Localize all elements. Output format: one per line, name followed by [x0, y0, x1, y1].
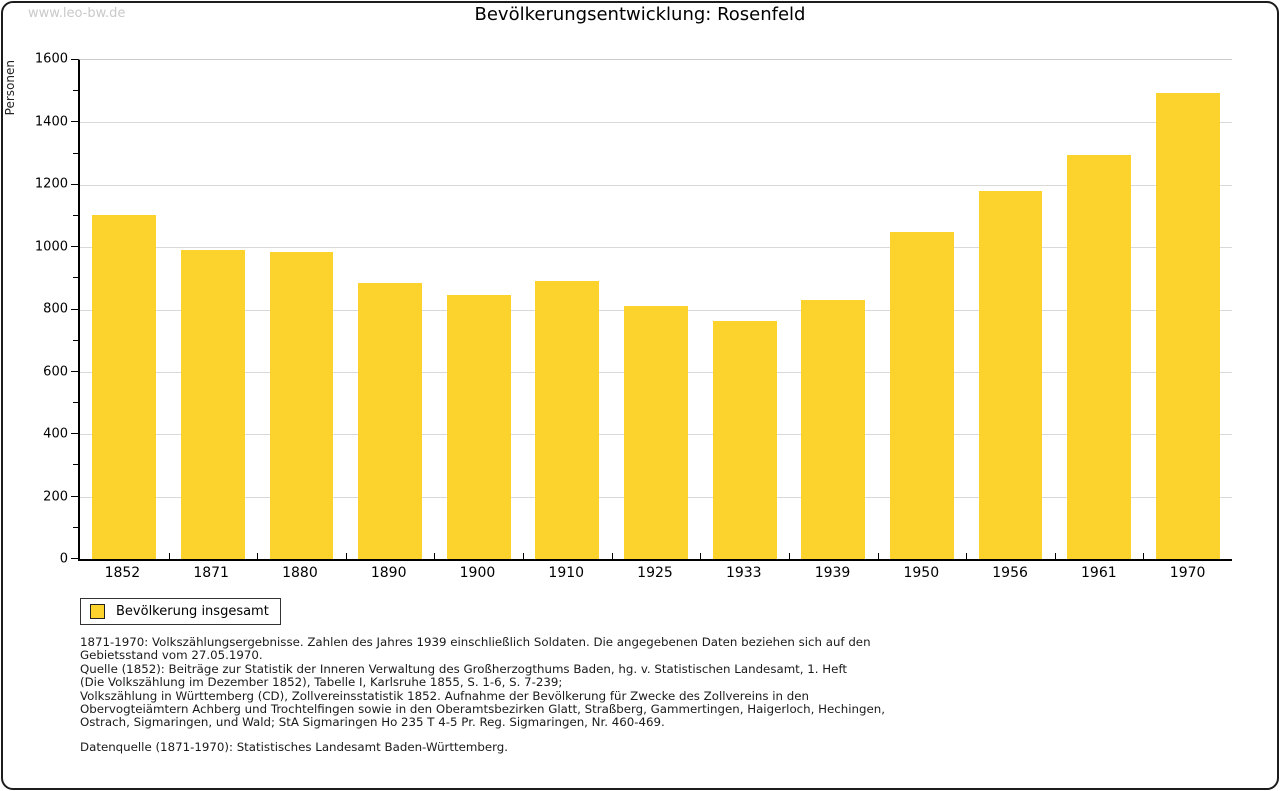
footnotes: 1871-1970: Volkszählungsergebnisse. Zahl… [80, 635, 885, 730]
x-tick-label: 1939 [814, 565, 851, 581]
y-tick-label: 1600 [34, 51, 68, 67]
y-major-tick [71, 308, 78, 310]
x-boundary-tick [788, 553, 790, 559]
x-tick-label: 1950 [903, 565, 940, 581]
legend: Bevölkerung insgesamt [80, 598, 281, 625]
x-boundary-tick [1054, 553, 1056, 559]
x-tick-label: 1871 [193, 565, 229, 581]
y-tick-label: 600 [43, 364, 68, 379]
y-minor-tick [73, 214, 78, 216]
bar [801, 300, 866, 559]
x-tick-label: 1900 [459, 565, 496, 581]
y-minor-tick [73, 339, 78, 341]
x-tick-label: 1970 [1169, 565, 1206, 581]
y-major-tick [71, 121, 78, 123]
x-tick-label: 1890 [370, 565, 407, 581]
x-boundary-tick [523, 553, 525, 559]
footnote-line: Gebietsstand vom 27.05.1970. [80, 648, 263, 663]
y-major-tick [71, 370, 78, 372]
gridline [80, 247, 1232, 249]
y-tick-label: 1400 [34, 114, 68, 129]
y-minor-tick [73, 402, 78, 404]
watermark: www.leo-bw.de [28, 6, 126, 21]
footnote-line: Quelle (1852): Beiträge zur Statistik de… [80, 661, 848, 676]
bar [624, 306, 688, 559]
footnote-line: (Die Volkszählung im Dezember 1852), Tab… [80, 675, 563, 690]
x-tick-label: 1852 [104, 565, 141, 581]
bar [1155, 93, 1220, 559]
bar [181, 249, 245, 559]
legend-swatch-icon [90, 604, 105, 619]
x-tick-label: 1880 [282, 565, 318, 581]
y-tick-label: 400 [43, 426, 68, 442]
y-minor-tick [73, 277, 78, 279]
bar [446, 294, 511, 559]
footnote-line: Volkszählung in Württemberg (CD), Zollve… [80, 688, 809, 703]
y-tick-label: 1000 [34, 239, 68, 254]
y-major-tick [71, 558, 78, 559]
bar [358, 282, 423, 559]
y-tick-label: 800 [43, 301, 68, 317]
y-major-tick [71, 495, 78, 497]
bar [92, 215, 157, 559]
footnote-line: Obervogteiämtern Achberg und Trochtelfin… [80, 702, 885, 717]
x-boundary-tick [434, 553, 436, 559]
y-minor-tick [73, 152, 78, 154]
bar-chart-plot-area [71, 59, 1232, 561]
bar [978, 191, 1043, 559]
y-tick-label: 0 [59, 551, 68, 567]
datasource-note: Datenquelle (1871-1970): Statistisches L… [80, 740, 509, 754]
y-minor-tick [73, 90, 78, 92]
x-boundary-tick [700, 553, 702, 559]
x-tick-label: 1910 [548, 565, 585, 581]
y-minor-tick [73, 526, 78, 528]
footnote-line: Ostrach, Sigmaringen, und Wald; StA Sigm… [80, 715, 665, 730]
x-tick-label: 1956 [992, 565, 1028, 581]
y-tick-label: 200 [43, 489, 68, 504]
y-axis-tick-labels: 0 200 400 600 800 1000 1200 1400 1600 [0, 52, 68, 567]
y-minor-tick [73, 464, 78, 466]
bar [269, 251, 334, 559]
x-boundary-tick [257, 553, 259, 559]
x-boundary-tick [877, 553, 879, 559]
y-major-tick [71, 183, 78, 185]
y-tick-label: 1200 [34, 176, 68, 192]
bar [889, 232, 954, 559]
x-tick-label: 1925 [637, 565, 673, 581]
bar [1067, 155, 1131, 559]
x-boundary-tick [168, 553, 170, 559]
gridline [80, 122, 1232, 124]
footnote-line: 1871-1970: Volkszählungsergebnisse. Zahl… [80, 635, 871, 649]
bar [535, 281, 600, 559]
x-axis-tick-labels: 1852 1871 1880 1890 1900 1910 1925 1933 1939 1950… [78, 565, 1232, 585]
x-tick-label: 1961 [1081, 565, 1117, 581]
y-major-tick [71, 59, 78, 60]
bar [712, 321, 777, 559]
y-major-tick [71, 433, 78, 435]
x-tick-label: 1933 [725, 565, 762, 581]
page-title: Bevölkerungsentwicklung: Rosenfeld [474, 4, 806, 25]
gridline [80, 184, 1232, 186]
legend-label: Bevölkerung insgesamt [116, 604, 269, 619]
x-boundary-tick [611, 553, 613, 559]
x-boundary-tick [345, 553, 347, 559]
x-boundary-tick [1143, 553, 1145, 559]
y-major-tick [71, 246, 78, 248]
x-boundary-tick [966, 553, 968, 559]
